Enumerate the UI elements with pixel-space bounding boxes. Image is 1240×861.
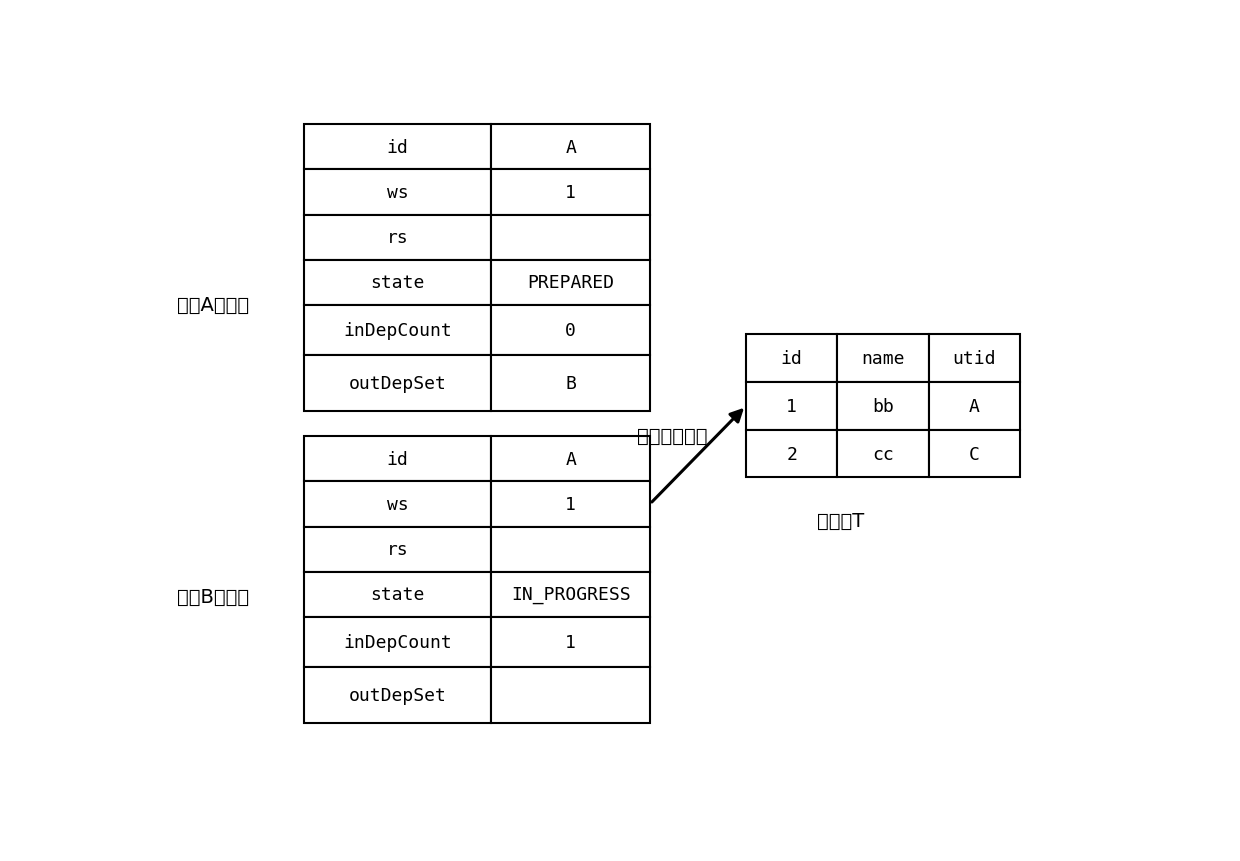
Bar (304, 260, 491, 306)
Bar (491, 617, 650, 666)
Bar (491, 215, 650, 260)
Text: id: id (387, 450, 408, 468)
Bar (304, 527, 491, 572)
Text: 1: 1 (565, 495, 577, 513)
Text: 1: 1 (565, 633, 577, 651)
Text: outDepSet: outDepSet (348, 686, 446, 704)
Text: id: id (387, 139, 408, 157)
Text: 事务A上下文: 事务A上下文 (176, 296, 249, 315)
Bar (304, 125, 491, 170)
Bar (491, 260, 650, 306)
Text: ws: ws (387, 495, 408, 513)
Bar (304, 666, 491, 723)
Bar (491, 666, 650, 723)
Bar (837, 382, 929, 430)
Text: IN_PROGRESS: IN_PROGRESS (511, 585, 630, 604)
Bar (491, 527, 650, 572)
Text: A: A (565, 450, 577, 468)
Text: C: C (968, 445, 980, 463)
Text: ws: ws (387, 184, 408, 201)
Bar (304, 482, 491, 527)
Text: utid: utid (952, 350, 996, 368)
Text: 2: 2 (786, 445, 797, 463)
Text: inDepCount: inDepCount (343, 633, 453, 651)
Bar (746, 430, 837, 478)
Text: outDepSet: outDepSet (348, 375, 446, 393)
Text: cc: cc (872, 445, 894, 463)
Text: bb: bb (872, 397, 894, 415)
Text: PREPARED: PREPARED (527, 274, 614, 292)
Text: state: state (371, 274, 425, 292)
Bar (491, 572, 650, 617)
Bar (929, 382, 1019, 430)
Text: name: name (862, 350, 905, 368)
Bar (491, 482, 650, 527)
Bar (491, 125, 650, 170)
Bar (304, 617, 491, 666)
Bar (304, 215, 491, 260)
Text: state: state (371, 585, 425, 604)
Bar (304, 170, 491, 215)
Text: 事务B上下文: 事务B上下文 (176, 588, 249, 607)
Text: A: A (565, 139, 577, 157)
Bar (491, 356, 650, 412)
Bar (837, 335, 929, 382)
Bar (746, 382, 837, 430)
Bar (929, 335, 1019, 382)
Text: 0: 0 (565, 321, 577, 339)
Text: 数据表T: 数据表T (817, 511, 864, 530)
Bar (491, 437, 650, 482)
Text: inDepCount: inDepCount (343, 321, 453, 339)
Bar (491, 306, 650, 356)
Text: B: B (565, 375, 577, 393)
Bar (304, 356, 491, 412)
Text: rs: rs (387, 229, 408, 247)
Text: 1: 1 (786, 397, 797, 415)
Bar (746, 335, 837, 382)
Text: 加写锁并访问: 加写锁并访问 (637, 426, 708, 445)
Bar (929, 430, 1019, 478)
Bar (304, 437, 491, 482)
Text: A: A (968, 397, 980, 415)
Bar (837, 430, 929, 478)
Bar (491, 170, 650, 215)
Bar (304, 572, 491, 617)
Text: id: id (781, 350, 802, 368)
Bar (304, 306, 491, 356)
Text: rs: rs (387, 541, 408, 559)
Text: 1: 1 (565, 184, 577, 201)
